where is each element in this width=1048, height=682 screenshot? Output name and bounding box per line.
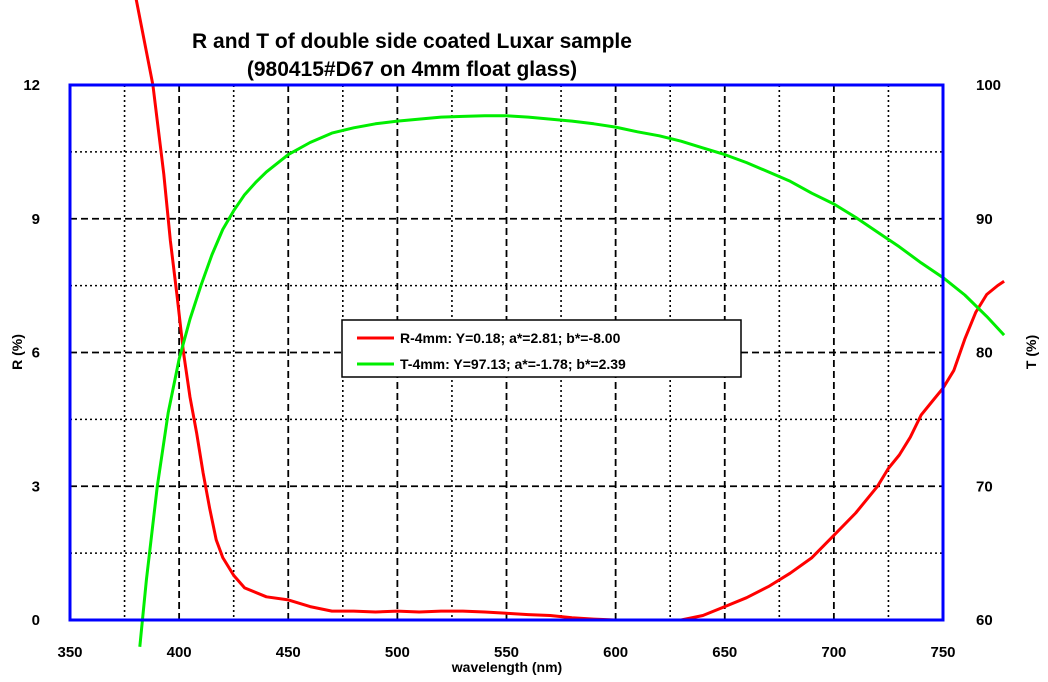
x-tick-label: 700: [821, 644, 846, 661]
series-layer: [134, 0, 1006, 647]
y2-tick-label: 80: [976, 345, 993, 362]
x-tick-label: 750: [930, 644, 955, 661]
legend-box: [341, 319, 742, 378]
x-tick-label: 450: [276, 644, 301, 661]
x-tick-label: 400: [167, 644, 192, 661]
x-tick-label: 600: [603, 644, 628, 661]
y-tick-label: 9: [32, 211, 40, 228]
x-axis-label: wavelength (nm): [451, 659, 562, 675]
legend-label-r: R-4mm: Y=0.18; a*=2.81; b*=-8.00: [400, 330, 621, 346]
x-tick-label: 500: [385, 644, 410, 661]
y2-tick-label: 60: [976, 612, 993, 629]
chart-subtitle: (980415#D67 on 4mm float glass): [247, 58, 577, 81]
legend: R-4mm: Y=0.18; a*=2.81; b*=-8.00 T-4mm: …: [341, 319, 742, 378]
y2-tick-label: 70: [976, 478, 993, 495]
x-tick-labels: 350 400 450 500 550 600 650 700 750: [57, 644, 955, 661]
y-tick-label: 3: [32, 478, 40, 495]
series-line-t: [138, 114, 1006, 647]
x-tick-label: 550: [494, 644, 519, 661]
plot-frame: [68, 83, 945, 622]
y2-axis-label: T (%): [1023, 335, 1039, 369]
legend-label-t: T-4mm: Y=97.13; a*=-1.78; b*=2.39: [400, 356, 626, 372]
y-tick-label: 12: [23, 77, 40, 94]
y2-tick-labels: 60 70 80 90 100: [976, 77, 1001, 629]
x-tick-label: 650: [712, 644, 737, 661]
y-tick-label: 0: [32, 612, 40, 629]
y2-tick-label: 90: [976, 211, 993, 228]
y2-tick-label: 100: [976, 77, 1001, 94]
y-tick-labels: 0 3 6 9 12: [23, 77, 40, 629]
y-axis-label: R (%): [9, 334, 25, 370]
series-line-r: [134, 0, 1005, 622]
y-tick-label: 6: [32, 345, 40, 362]
x-tick-label: 350: [57, 644, 82, 661]
chart-title: R and T of double side coated Luxar samp…: [192, 30, 632, 53]
